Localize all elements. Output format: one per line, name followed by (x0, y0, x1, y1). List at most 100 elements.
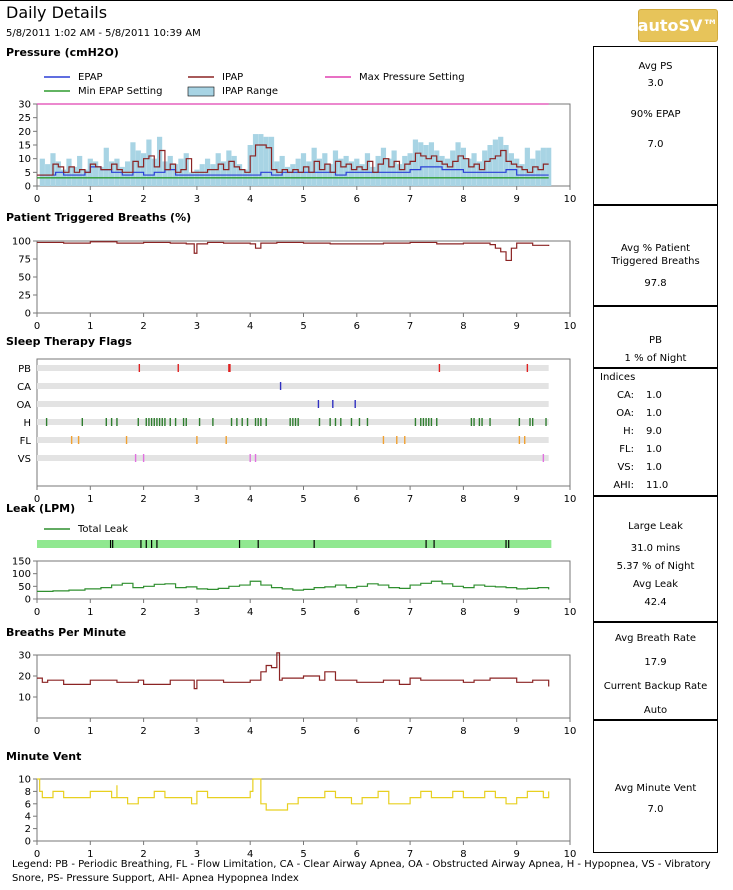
bpm-plot-frame (36, 654, 571, 719)
panel-pb: PB 1 % of Night (593, 306, 718, 368)
leak-xtick-label: 1 (87, 607, 93, 618)
leak-xtick-label: 3 (194, 607, 200, 618)
pressure-xtick-label: 5 (300, 194, 306, 205)
pressure-range-bar (498, 136, 504, 186)
leak-xtick-label: 10 (564, 607, 577, 618)
mv-ytick-label: 4 (25, 812, 31, 823)
leak-xtick-label: 9 (514, 607, 520, 618)
pressure-range-bar (109, 161, 115, 186)
pressure-range-bar (444, 158, 451, 186)
mv-xtick-label: 1 (87, 849, 93, 860)
mv-xtick-label: 7 (407, 849, 413, 860)
pressure-ytick-label: 5 (25, 168, 31, 179)
ptb-ytick-label: 100 (12, 237, 31, 248)
flags-xtick-label: 10 (564, 494, 577, 505)
leak-xtick-label: 8 (460, 607, 466, 618)
pressure-range-bar (39, 158, 45, 186)
mv-xtick-label: 0 (34, 849, 40, 860)
pressure-ytick-label: 25 (18, 113, 31, 124)
leak-ytick-label: 150 (12, 557, 31, 568)
flag-row-label: FL (20, 436, 32, 447)
flags-xtick-label: 4 (247, 494, 253, 505)
pressure-range-bar (402, 155, 408, 186)
pressure-range-bar (135, 150, 141, 186)
mv-xtick-label: 3 (194, 849, 200, 860)
ptb-ytick-label: 25 (18, 291, 31, 302)
panel-leak: Large Leak 31.0 mins 5.37 % of Night Avg… (593, 496, 718, 622)
bpm-title: Breaths Per Minute (6, 626, 127, 639)
pressure-range-bar (284, 166, 291, 186)
pressure-xtick-label: 10 (564, 194, 577, 205)
ptb-xtick-label: 10 (564, 321, 577, 332)
pressure-range-bar (98, 166, 104, 186)
flags-xtick-label: 3 (194, 494, 200, 505)
mv-xtick-label: 2 (140, 849, 146, 860)
ptb-ytick-label: 75 (18, 255, 31, 266)
pressure-range-bar (119, 166, 125, 186)
pressure-ytick-label: 10 (18, 154, 31, 165)
pressure-xtick-label: 3 (194, 194, 200, 205)
ptb-ytick-label: 0 (25, 309, 31, 320)
index-ahi-value: 11.0 (646, 480, 669, 491)
pressure-xtick-label: 9 (514, 194, 520, 205)
pressure-range-bar (418, 142, 424, 186)
pressure-range-bar (327, 164, 333, 186)
flags-xtick-label: 8 (460, 494, 466, 505)
pressure-range-bar (492, 139, 498, 186)
pressure-range-bar (348, 161, 355, 186)
pressure-range-bar (396, 164, 403, 186)
avg-breath-rate-value: 17.9 (644, 657, 667, 668)
mv-ytick-label: 10 (18, 775, 31, 786)
pressure-xtick-label: 7 (407, 194, 413, 205)
mv-series-mv (37, 778, 550, 811)
pressure-range-bar (141, 153, 147, 186)
backup-rate-value: Auto (643, 705, 668, 716)
pressure-range-bar (306, 161, 312, 186)
ptb-xtick-label: 1 (87, 321, 93, 332)
mv-ytick-label: 2 (25, 824, 31, 835)
leak-xtick-label: 6 (354, 607, 360, 618)
pressure-range-bar (370, 166, 376, 186)
leak-plot-frame (36, 560, 571, 600)
bpm-xtick-label: 2 (140, 726, 146, 737)
large-leak-bar (37, 540, 552, 548)
pressure-legend-max: Max Pressure Setting (359, 72, 465, 83)
leak-xtick-label: 0 (34, 607, 40, 618)
pressure-xtick-label: 2 (140, 194, 146, 205)
pressure-range-bar (55, 161, 61, 186)
panel-indices: Indices CA: 1.0 OA: 1.0 H: 9.0 FL: 1.0 VS: 1.0 AHI… (593, 368, 718, 496)
leak-legend-leak: Total Leak (77, 524, 128, 535)
flag-row-label: H (23, 418, 31, 429)
pressure-xtick-label: 4 (247, 194, 253, 205)
mv-xtick-label: 9 (514, 849, 520, 860)
flag-track-vs (37, 455, 549, 461)
pressure-ytick-label: 0 (25, 182, 31, 193)
bpm-series-bpm (37, 652, 550, 690)
flags-xtick-label: 0 (34, 494, 40, 505)
pressure-legend-min_epap: Min EPAP Setting (78, 86, 163, 97)
pressure-legend-ipap_range: IPAP Range (222, 86, 278, 97)
mv-xtick-label: 4 (247, 849, 253, 860)
large-leak-pct: 5.37 % of Night (616, 561, 695, 572)
pressure-range-bar (450, 150, 456, 186)
ptb-xtick-label: 5 (300, 321, 306, 332)
ptb-xtick-label: 9 (514, 321, 520, 332)
pressure-range-bar (274, 161, 280, 186)
leak-xtick-label: 4 (247, 607, 253, 618)
ptb-xtick-label: 8 (460, 321, 466, 332)
ptb-value: 97.8 (644, 278, 667, 289)
index-vs-value: 1.0 (646, 462, 662, 473)
leak-series-leak (37, 580, 550, 592)
panel-pressure-support: Avg PS 3.0 90% EPAP 7.0 (593, 46, 718, 205)
pressure-range-bar (423, 145, 429, 186)
index-oa-value: 1.0 (646, 408, 662, 419)
bpm-xtick-label: 3 (194, 726, 200, 737)
pressure-xtick-label: 1 (87, 194, 93, 205)
flags-title: Sleep Therapy Flags (6, 335, 132, 348)
ptb-xtick-label: 2 (140, 321, 146, 332)
bpm-xtick-label: 1 (87, 726, 93, 737)
pressure-range-bar (188, 172, 195, 186)
pressure-range-bar (428, 142, 435, 186)
flag-track-pb (37, 365, 549, 371)
page-title: Daily Details (6, 3, 108, 22)
